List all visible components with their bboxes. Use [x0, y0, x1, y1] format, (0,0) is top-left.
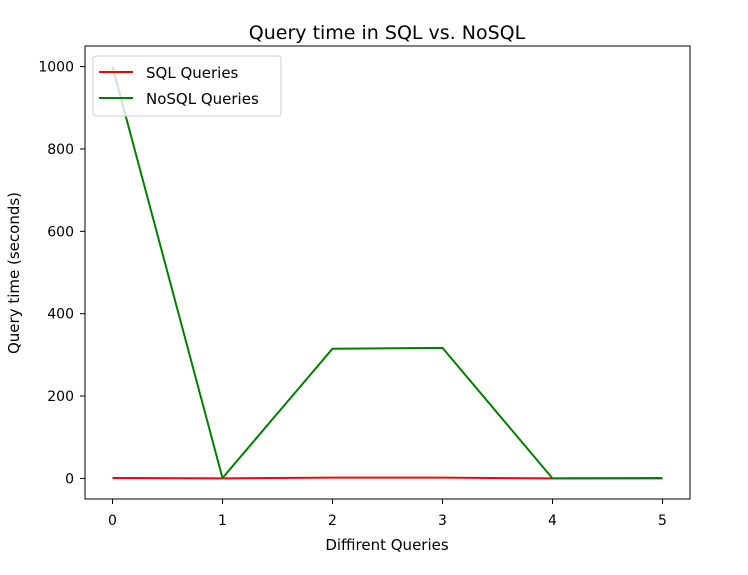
series-line-nosql-queries: [111, 66, 663, 480]
x-tick-label: 0: [108, 513, 117, 529]
legend-box: [92, 55, 282, 117]
y-axis-ticks: 0 200 400 600 800 1000: [38, 60, 85, 487]
y-tick-label: 800: [47, 142, 74, 158]
chart-title: Query time in SQL vs. NoSQL: [249, 22, 526, 44]
x-tick-label: 3: [438, 513, 447, 529]
x-tick-label: 2: [328, 513, 337, 529]
series-lines: [111, 66, 663, 480]
y-tick-label: 0: [65, 471, 74, 487]
y-tick-label: 600: [47, 224, 74, 240]
y-tick-label: 400: [47, 307, 74, 323]
y-tick-label: 200: [47, 389, 74, 405]
y-tick-label: 1000: [38, 60, 74, 76]
x-tick-label: 1: [218, 513, 227, 529]
x-tick-label: 5: [658, 513, 667, 529]
legend-label-sql-queries: SQL Queries: [146, 64, 239, 82]
plot-area-frame: [84, 45, 691, 500]
x-axis-label: Diffirent Queries: [325, 536, 449, 554]
y-axis-label: Query time (seconds): [5, 192, 23, 354]
x-axis-ticks: 0 1 2 3 4 5: [108, 499, 667, 529]
legend: SQL Queries NoSQL Queries: [92, 55, 282, 117]
x-tick-label: 4: [548, 513, 557, 529]
legend-label-nosql-queries: NoSQL Queries: [146, 90, 259, 108]
